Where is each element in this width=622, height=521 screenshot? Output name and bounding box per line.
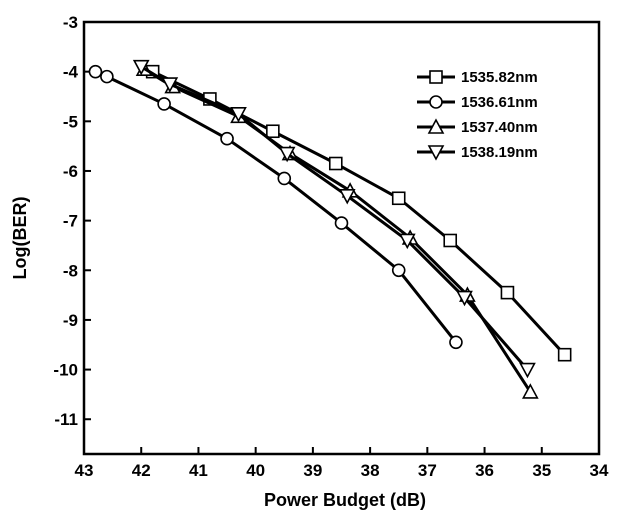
data-point-triangle-down: [338, 188, 356, 205]
data-point-square: [443, 233, 458, 248]
data-point-square: [557, 347, 572, 362]
x-tick-label: 43: [75, 461, 94, 480]
data-point-circle: [449, 335, 463, 350]
series-line: [140, 65, 529, 371]
data-point-square: [391, 191, 406, 206]
series-triangle-up: [135, 60, 539, 399]
series-line: [152, 70, 566, 356]
legend-marker-square: [429, 70, 443, 84]
y-tick-label: -8: [63, 261, 78, 280]
legend: 1535.82nm 1536.61nm 1537.40nm 1538.19nm: [417, 69, 538, 161]
legend-item: 1536.61nm: [417, 94, 538, 111]
y-tick-label: -5: [63, 112, 78, 131]
data-point-triangle-down: [161, 77, 179, 93]
y-tick-label: -6: [63, 162, 78, 181]
series-layer: [88, 59, 572, 399]
x-tick-label: 39: [303, 461, 322, 480]
data-point-circle: [277, 171, 292, 186]
legend-label: 1537.40nm: [461, 119, 538, 136]
axis-ticks: 43 42 41 40 39 38 37 36 35 34 -3 -4 -5 -6 -7 -8 -9 -10 -11: [53, 13, 609, 480]
data-point-square: [328, 156, 343, 171]
x-tick-label: 36: [475, 461, 494, 480]
x-tick-label: 42: [132, 461, 151, 480]
data-point-triangle-down: [398, 233, 416, 250]
legend-item: 1537.40nm: [417, 118, 538, 136]
plot-frame: [82, 20, 601, 456]
x-tick-label: 38: [361, 461, 380, 480]
x-tick-label: 34: [590, 461, 609, 480]
series-line: [94, 70, 458, 344]
data-point-triangle-down: [230, 107, 247, 123]
data-point-circle: [334, 216, 349, 230]
legend-item: 1538.19nm: [417, 144, 538, 161]
y-tick-label: -11: [54, 410, 78, 429]
data-point-triangle-down: [132, 59, 150, 76]
legend-label: 1535.82nm: [461, 69, 538, 86]
data-point-triangle-down: [519, 362, 536, 379]
data-point-triangle-down: [456, 290, 473, 307]
legend-marker-triangle-up: [427, 118, 445, 134]
y-axis-title: Log(BER): [10, 197, 30, 280]
y-tick-label: -3: [63, 13, 78, 32]
series-circle: [88, 64, 463, 350]
legend-marker-circle: [429, 95, 443, 109]
data-point-circle: [88, 64, 103, 79]
y-tick-label: -9: [63, 311, 78, 330]
x-axis-title: Power Budget (dB): [264, 490, 426, 510]
data-point-square: [500, 285, 515, 300]
legend-item: 1535.82nm: [417, 69, 538, 86]
data-point-circle: [220, 131, 234, 146]
legend-label: 1536.61nm: [461, 94, 538, 111]
data-point-circle: [157, 97, 171, 111]
data-point-circle: [100, 69, 114, 84]
x-tick-label: 35: [532, 461, 551, 480]
data-point-square: [266, 124, 280, 139]
x-tick-label: 37: [418, 461, 437, 480]
series-line: [143, 67, 532, 393]
x-tick-label: 40: [246, 461, 265, 480]
y-tick-label: -10: [53, 361, 78, 380]
y-tick-label: -4: [63, 63, 79, 82]
y-tick-label: -7: [63, 212, 78, 231]
x-tick-label: 41: [189, 461, 208, 480]
data-point-triangle-up: [521, 383, 539, 399]
data-point-triangle-down: [278, 146, 296, 163]
legend-marker-triangle-down: [427, 145, 445, 161]
legend-label: 1538.19nm: [461, 144, 538, 161]
data-point-circle: [391, 263, 406, 278]
series-triangle-down: [132, 59, 536, 379]
